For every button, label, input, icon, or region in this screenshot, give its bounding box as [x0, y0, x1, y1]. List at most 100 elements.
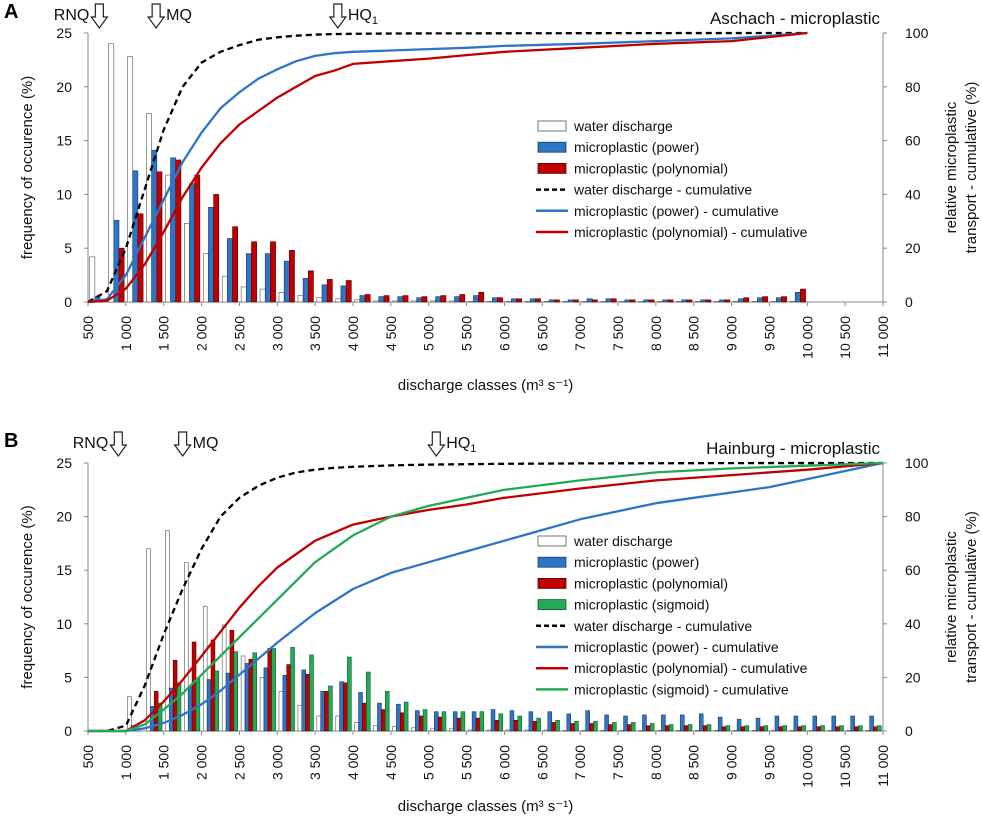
- bar: [270, 241, 276, 303]
- bar: [619, 301, 626, 303]
- x-tick-label: 500: [80, 316, 96, 340]
- bar: [422, 709, 428, 732]
- y2-tick-label: 100: [905, 25, 929, 41]
- bar: [873, 726, 878, 732]
- bar: [732, 730, 738, 732]
- x-axis-label: discharge classes (m³ s⁻¹): [398, 798, 573, 815]
- bar: [397, 296, 404, 303]
- bar: [214, 670, 220, 732]
- bar: [316, 715, 322, 732]
- bar: [612, 722, 617, 732]
- legend-label: water discharge - cumulative: [573, 618, 752, 634]
- bar: [681, 299, 688, 303]
- bar: [151, 149, 158, 303]
- bar: [400, 712, 405, 732]
- bar: [320, 691, 325, 732]
- bar: [574, 721, 579, 732]
- bar: [858, 725, 863, 732]
- bar: [676, 301, 682, 303]
- bar: [435, 296, 442, 303]
- bar: [638, 301, 645, 303]
- bar: [714, 301, 720, 303]
- legend-label: microplastic (power) - cumulative: [574, 203, 779, 219]
- bar: [535, 298, 541, 303]
- x-tick-label: 2 000: [194, 745, 210, 780]
- bar: [301, 669, 306, 732]
- marker-label: RNQ: [73, 435, 109, 452]
- y-tick-label: 10: [56, 186, 72, 202]
- x-tick-label: 3 000: [269, 316, 285, 351]
- bar: [511, 298, 517, 303]
- legend-label: microplastic (polynomial): [574, 160, 728, 176]
- x-tick-label: 1 000: [118, 745, 134, 780]
- bar: [460, 711, 466, 732]
- bar: [263, 667, 269, 732]
- bar: [642, 714, 647, 732]
- bar: [354, 299, 361, 303]
- bar: [213, 194, 220, 303]
- y-tick-label: 20: [56, 79, 72, 95]
- bar: [543, 729, 549, 732]
- x-tick-label: 7 500: [610, 316, 626, 351]
- bar: [686, 299, 693, 303]
- bar: [335, 715, 340, 732]
- legend-label: water discharge: [573, 533, 673, 549]
- bar: [610, 298, 617, 303]
- bar: [208, 207, 214, 303]
- bar: [532, 721, 538, 732]
- bar: [240, 655, 246, 732]
- bar: [175, 159, 182, 303]
- bar: [347, 656, 352, 732]
- bar: [345, 280, 352, 303]
- legend-swatch: [537, 578, 567, 589]
- bar: [591, 299, 598, 303]
- marker-hq: HQ1: [427, 431, 476, 458]
- bar: [623, 715, 628, 732]
- bar: [383, 295, 390, 303]
- bar: [589, 723, 594, 732]
- bar: [486, 301, 493, 303]
- bar: [600, 301, 607, 303]
- bar: [668, 724, 674, 732]
- y-axis-label: frequency of occurence (%): [19, 505, 36, 688]
- x-tick-label: 2 000: [194, 316, 210, 351]
- bar: [661, 714, 666, 732]
- x-tick-label: 6 500: [534, 745, 550, 780]
- x-axis-label: discharge classes (m³ s⁻¹): [398, 377, 573, 394]
- bar: [221, 275, 228, 303]
- marker-rnq: RNQ: [54, 3, 109, 30]
- bar: [751, 301, 758, 303]
- cumulative-line: [87, 31, 808, 304]
- bar: [146, 113, 152, 303]
- bar: [536, 717, 541, 732]
- bar: [278, 691, 284, 732]
- bar: [604, 714, 609, 732]
- x-tick-label: 4 500: [383, 316, 399, 351]
- bar-series: [157, 647, 882, 732]
- bar: [184, 223, 190, 303]
- bar: [471, 711, 477, 732]
- bar: [449, 300, 455, 303]
- legend-swatch: [537, 162, 567, 174]
- bar: [283, 260, 290, 303]
- bar: [340, 285, 347, 303]
- down-arrow-icon: [90, 3, 109, 30]
- bar: [570, 723, 575, 732]
- bar: [740, 726, 746, 732]
- bar: [378, 296, 385, 303]
- bar: [755, 717, 761, 732]
- bar: [505, 301, 512, 303]
- bar: [687, 724, 693, 732]
- y2-tick-label: 0: [905, 294, 913, 310]
- x-tick-label: 3 500: [307, 316, 323, 351]
- bar: [736, 718, 742, 732]
- bar: [850, 715, 855, 732]
- bar: [137, 213, 144, 303]
- y-tick-label: 15: [56, 133, 72, 149]
- legend-label: microplastic (power) - cumulative: [574, 639, 779, 655]
- bar: [473, 295, 479, 303]
- x-tick-label: 1 500: [156, 316, 172, 351]
- bar: [364, 294, 371, 303]
- marker-label: HQ1: [348, 7, 378, 27]
- bar: [835, 726, 840, 732]
